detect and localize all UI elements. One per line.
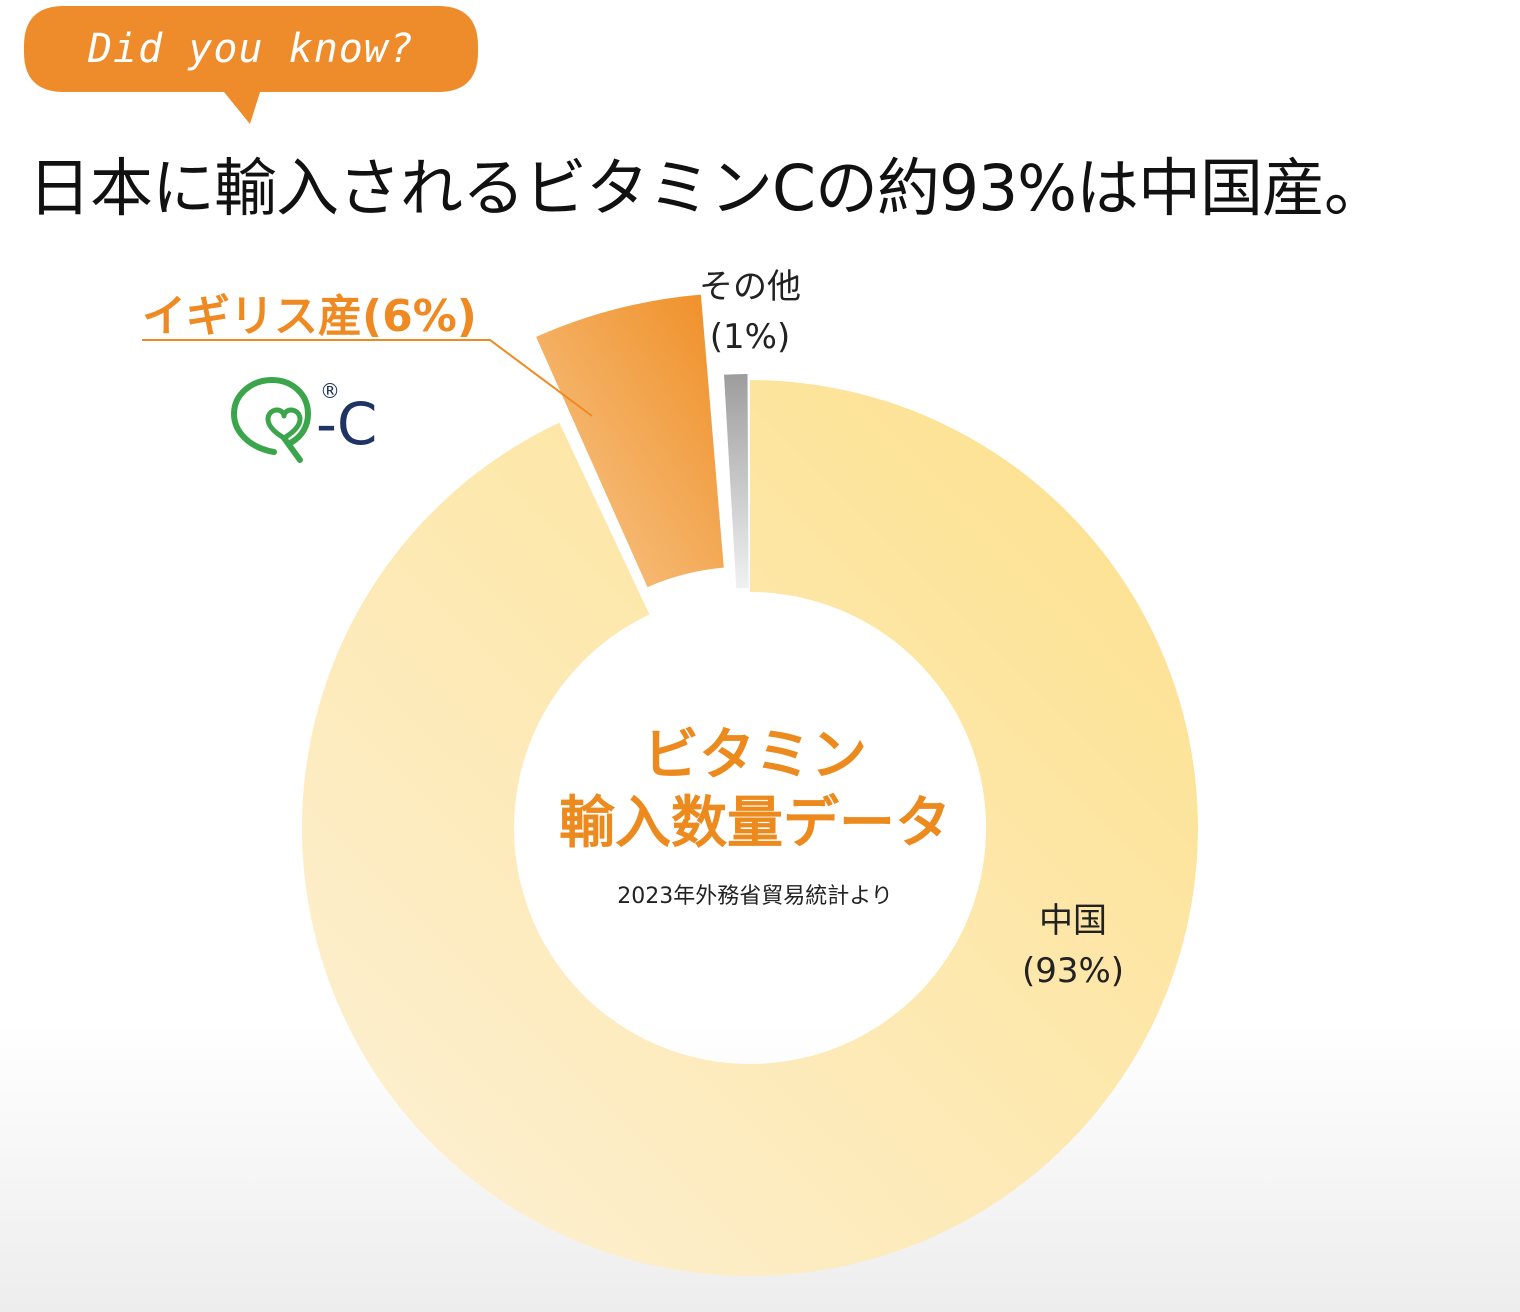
uk-label: イギリス産(6%): [142, 291, 477, 342]
other-label: その他 (1%): [680, 262, 820, 362]
did-you-know-bubble: [24, 6, 478, 124]
other-label-name: その他: [699, 267, 801, 307]
chart-center-title: ビタミン 輸入数量データ: [500, 722, 1010, 858]
center-title-line1: ビタミン: [643, 723, 867, 788]
registered-mark: ®: [320, 379, 340, 403]
china-label-pct: (93%): [1021, 951, 1125, 991]
china-label-name: 中国: [1039, 901, 1107, 941]
slice-china: [301, 380, 1198, 1276]
did-you-know-label: Did you know?: [87, 26, 415, 72]
center-title-line2: 輸入数量データ: [559, 791, 951, 856]
qc-logo-icon: ®: [230, 376, 340, 463]
slice-other: [724, 374, 749, 589]
headline: 日本に輸入されるビタミンCの約93%は中国産。: [28, 152, 1387, 225]
china-label: 中国 (93%): [1000, 896, 1146, 996]
other-label-pct: (1%): [709, 317, 791, 357]
data-source: 2023年外務省貿易統計より: [617, 884, 893, 909]
qc-logo-text: -C: [316, 390, 378, 458]
uk-leader-line: [142, 339, 593, 417]
slice-uk: [536, 294, 724, 588]
